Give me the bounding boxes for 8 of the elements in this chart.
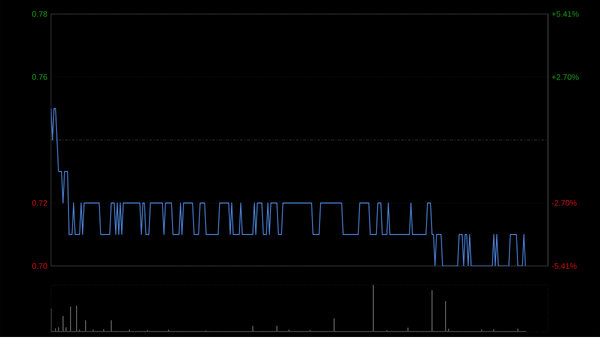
y2-tick-label: -2.70%: [552, 200, 577, 206]
y-tick-label: 0.78: [32, 11, 48, 17]
y-tick-label: 0.76: [32, 74, 48, 80]
y-tick-label: 0.70: [32, 263, 48, 269]
y-tick-label: 0.72: [32, 200, 48, 206]
y2-tick-label: -5.41%: [552, 263, 577, 269]
y2-tick-label: +5.41%: [552, 11, 579, 17]
y2-tick-label: +2.70%: [552, 74, 579, 80]
